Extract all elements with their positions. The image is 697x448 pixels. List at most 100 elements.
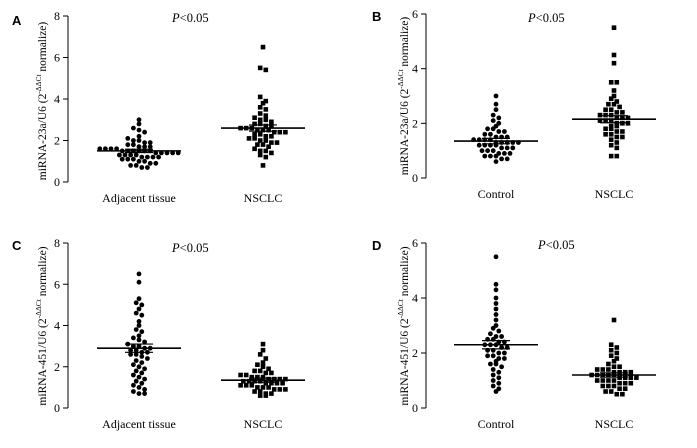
panel-letter: C <box>12 238 22 253</box>
data-point <box>266 144 271 149</box>
data-point <box>504 156 510 162</box>
data-point <box>611 383 617 389</box>
data-point <box>490 372 496 378</box>
data-point <box>238 372 243 378</box>
data-point <box>611 378 617 383</box>
data-point <box>252 136 257 141</box>
data-point <box>608 96 614 101</box>
data-point <box>608 80 614 85</box>
data-point <box>252 121 257 127</box>
data-point <box>493 281 499 287</box>
data-point <box>133 347 139 353</box>
y-tick-label: 2 <box>54 360 60 374</box>
data-point <box>488 331 493 337</box>
data-point <box>136 117 142 123</box>
data-point <box>482 153 488 159</box>
data-point <box>103 146 108 152</box>
p-value-annotation: P<0.05 <box>171 11 209 25</box>
data-point <box>133 358 139 363</box>
data-point <box>139 360 145 365</box>
data-point <box>620 391 625 397</box>
data-point <box>493 323 499 328</box>
data-point <box>263 391 269 396</box>
data-point <box>493 107 499 113</box>
data-point <box>257 65 263 71</box>
data-point <box>257 152 263 158</box>
data-point <box>136 138 142 143</box>
data-point <box>614 129 620 134</box>
data-point <box>153 160 159 166</box>
data-point <box>131 372 136 378</box>
data-point <box>128 163 134 168</box>
data-point <box>488 153 493 159</box>
data-point <box>263 134 269 139</box>
data-point <box>252 132 257 137</box>
data-point <box>608 347 614 353</box>
data-point <box>271 129 277 135</box>
data-point <box>260 385 266 390</box>
data-point <box>260 364 266 369</box>
data-point <box>277 387 283 392</box>
data-point <box>269 134 274 139</box>
data-point <box>257 105 263 110</box>
y-tick-label: 0 <box>412 171 418 185</box>
data-point <box>271 376 277 382</box>
data-point <box>136 337 142 343</box>
data-point <box>496 375 502 381</box>
data-point <box>263 380 269 386</box>
data-point <box>136 127 142 133</box>
data-point <box>257 138 263 143</box>
data-point <box>608 123 614 129</box>
y-tick-label: 6 <box>412 7 418 21</box>
data-point <box>125 136 131 141</box>
data-point <box>136 319 142 324</box>
data-point <box>257 132 263 137</box>
data-point <box>252 368 257 374</box>
data-point <box>114 146 119 152</box>
y-tick-label: 4 <box>412 291 418 305</box>
data-point <box>502 350 507 356</box>
data-point <box>611 317 617 323</box>
data-point <box>490 367 496 372</box>
data-point <box>606 378 611 383</box>
data-point <box>269 380 274 386</box>
data-point <box>255 385 260 390</box>
data-point <box>283 376 288 382</box>
data-point <box>246 378 252 384</box>
data-point <box>614 350 620 356</box>
data-point <box>611 60 617 66</box>
data-point <box>502 129 507 134</box>
data-point <box>263 67 269 73</box>
data-point <box>136 121 142 127</box>
data-point <box>502 151 507 156</box>
x-category-label: Adjacent tissue <box>102 417 176 431</box>
data-point <box>136 133 142 139</box>
data-point <box>136 323 142 328</box>
data-point <box>628 375 634 380</box>
data-point <box>136 144 142 150</box>
data-point <box>283 129 288 135</box>
data-point <box>274 380 280 386</box>
data-point <box>499 334 504 339</box>
data-point <box>145 356 150 361</box>
data-point <box>504 145 510 151</box>
data-point <box>260 360 266 365</box>
data-point <box>139 165 145 170</box>
data-point <box>136 333 142 339</box>
data-point <box>606 383 611 389</box>
data-point <box>496 386 502 392</box>
data-point <box>249 374 255 380</box>
data-point <box>156 154 162 160</box>
data-point <box>277 129 283 135</box>
data-point <box>490 118 496 123</box>
panel-letter: D <box>372 238 381 253</box>
data-point <box>125 142 131 148</box>
data-point <box>97 146 103 152</box>
data-point <box>145 154 150 160</box>
data-point <box>606 367 611 372</box>
data-point <box>139 380 145 386</box>
data-point <box>490 112 496 118</box>
